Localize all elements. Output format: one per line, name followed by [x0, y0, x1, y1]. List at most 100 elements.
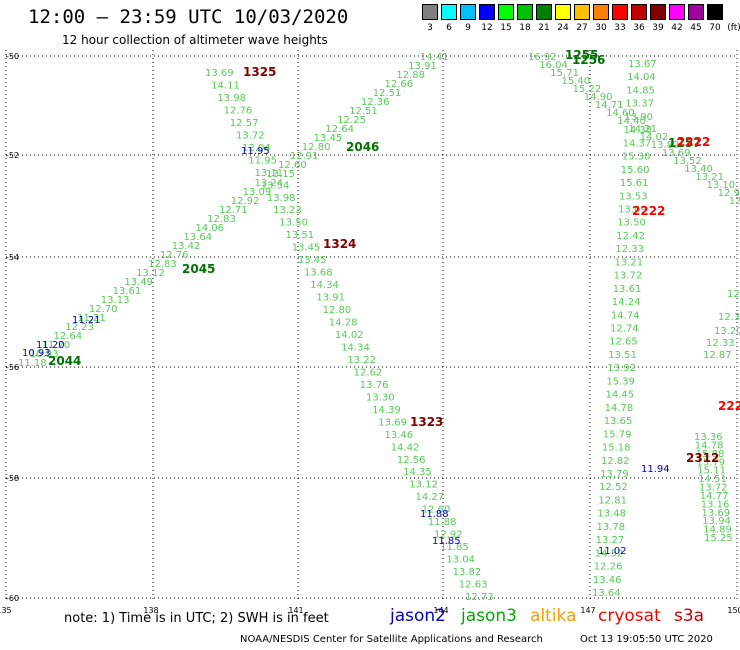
pass-number-label: 1256 — [572, 53, 605, 67]
wave-height-value: 14.38 — [624, 125, 653, 136]
wave-height-value: 12.92 — [434, 530, 463, 541]
pass-labels: 1325204613242045204413231256125512572222… — [48, 48, 740, 465]
axis-labels: -50 -52 -54 -56 -58 -60 135 138 141 144 147 150 — [0, 52, 740, 615]
wave-height-value: 14.52 — [595, 548, 624, 559]
wave-height-value: 13.78 — [597, 522, 626, 533]
lon-tick-label: 144 — [433, 606, 448, 615]
pass-number-label: 1255 — [565, 48, 598, 62]
wave-height-value: 13.92 — [607, 363, 636, 374]
lat-tick-label: -58 — [6, 474, 19, 483]
wave-height-value: 13.12 — [409, 480, 438, 491]
wave-height-value: 12.76 — [160, 250, 189, 261]
wave-height-value: 13.50 — [617, 218, 646, 229]
wave-height-value: 12.62 — [354, 367, 383, 378]
scale-label: 15 — [500, 23, 512, 33]
scale-swatch — [631, 4, 647, 20]
wave-height-value: 13.51 — [286, 230, 315, 241]
scale-swatch — [612, 4, 628, 20]
wave-height-value: 13.72 — [614, 271, 643, 282]
scale-swatch — [441, 4, 457, 20]
wave-height-value: 14.27 — [416, 492, 445, 503]
wave-height-value: 12.60 — [422, 505, 451, 516]
wave-height-value: 13.45 — [292, 243, 321, 254]
scale-label: 9 — [465, 23, 471, 33]
wave-height-value: 15.79 — [603, 429, 632, 440]
wave-height-value: 12.87 — [703, 350, 732, 361]
sat-legend-jason3: jason3 — [461, 606, 517, 626]
wave-height-value: 14.45 — [606, 390, 635, 401]
lat-tick-label: -56 — [6, 363, 19, 372]
scale-label: 21 — [538, 23, 550, 33]
wave-height-value: 14.02 — [640, 132, 669, 143]
sat-legend-cryosat: cryosat — [598, 606, 661, 626]
lat-tick-label: -52 — [6, 151, 19, 160]
pass-number-label: 2044 — [48, 354, 81, 368]
scale-label: (ft) — [727, 23, 740, 33]
altimeter-tracks: 13.6914.1113.9812.7612.5713.7212.0411.95… — [18, 52, 740, 603]
scale-swatch — [460, 4, 476, 20]
wave-height-value: 14.42 — [391, 442, 420, 453]
wave-height-value: 15.71 — [550, 68, 579, 79]
wave-height-value: 12.80 — [729, 196, 740, 207]
wave-height-value: 13.37 — [625, 99, 654, 110]
wave-height-value: 14.34 — [341, 343, 370, 354]
scale-swatch — [555, 4, 571, 20]
wave-height-value: 12.80 — [323, 305, 352, 316]
wave-height-value: 11.88 — [428, 517, 457, 528]
wave-height-value: 13.30 — [366, 392, 395, 403]
wave-height-value: 12.73 — [465, 592, 494, 603]
scale-swatch — [593, 4, 609, 20]
scale-label: 3 — [427, 23, 433, 33]
wave-height-value: 15.22 — [573, 84, 602, 95]
wave-height-value: 15.39 — [606, 376, 635, 387]
wave-height-value: 14.89 — [703, 525, 732, 536]
wave-height-value: 13.61 — [113, 286, 142, 297]
wave-height-value: 15.61 — [620, 178, 649, 189]
wave-height-value: 15.18 — [602, 443, 631, 454]
wave-height-value: 12.26 — [594, 562, 623, 573]
pass-number-label: 2312 — [686, 451, 719, 465]
lon-tick-label: 141 — [288, 606, 303, 615]
wave-height-value: 16.04 — [539, 60, 568, 71]
wave-height-value: 14.06 — [195, 223, 224, 234]
wave-height-value: 13.64 — [592, 588, 621, 599]
wave-height-value: 13.15 — [266, 169, 295, 180]
wave-height-value: 12.23 — [65, 322, 94, 333]
wave-height-value: 12.56 — [397, 455, 426, 466]
wave-height-value: 12.33 — [615, 244, 644, 255]
scale-swatch — [517, 4, 533, 20]
wave-height-value: 14.51 — [698, 474, 727, 485]
wave-height-value: 12.88 — [396, 70, 425, 81]
wave-height-value: 13.53 — [619, 191, 648, 202]
scale-label: 27 — [576, 23, 588, 33]
wave-height-value: 15.40 — [562, 76, 591, 87]
wave-height-value: 11.18 — [18, 358, 47, 369]
wave-height-value: 13.46 — [593, 575, 622, 586]
pass-number-label: 2046 — [346, 140, 379, 154]
wave-height-value: 12.83 — [207, 214, 236, 225]
wave-height-value: 13.98 — [267, 193, 296, 204]
wave-height-value: 12.51 — [373, 88, 402, 99]
wave-height-value: 12.52 — [599, 482, 628, 493]
wave-height-value: 13.23 — [273, 205, 302, 216]
wave-height-value: 13.82 — [651, 140, 680, 151]
wave-height-value: 13.36 — [694, 432, 723, 443]
wave-height-value: 15.60 — [621, 165, 650, 176]
wave-height-value: 13.67 — [628, 59, 657, 70]
wave-height-value: 13.04 — [446, 555, 475, 566]
wave-height-value: 13.27 — [596, 535, 625, 546]
scale-label: 24 — [557, 23, 569, 33]
wave-height-value: 13.68 — [304, 268, 333, 279]
wave-height-value: 12.3 — [718, 312, 740, 323]
lon-tick-label: 135 — [0, 606, 12, 615]
wave-height-value: 12.64 — [325, 124, 354, 135]
wave-height-value: 13.91 — [408, 61, 437, 72]
credit-text: NOAA/NESDIS Center for Satellite Applica… — [240, 634, 543, 645]
scale-label: 33 — [614, 23, 626, 33]
wave-height-value: 13.21 — [615, 257, 644, 268]
wave-height-value: 14.34 — [310, 280, 339, 291]
wave-height-value: 14.37 — [623, 138, 652, 149]
wave-height-value: 13.50 — [279, 218, 308, 229]
pass-number-label: 1323 — [410, 415, 443, 429]
page-subtitle: 12 hour collection of altimeter wave hei… — [62, 33, 328, 47]
